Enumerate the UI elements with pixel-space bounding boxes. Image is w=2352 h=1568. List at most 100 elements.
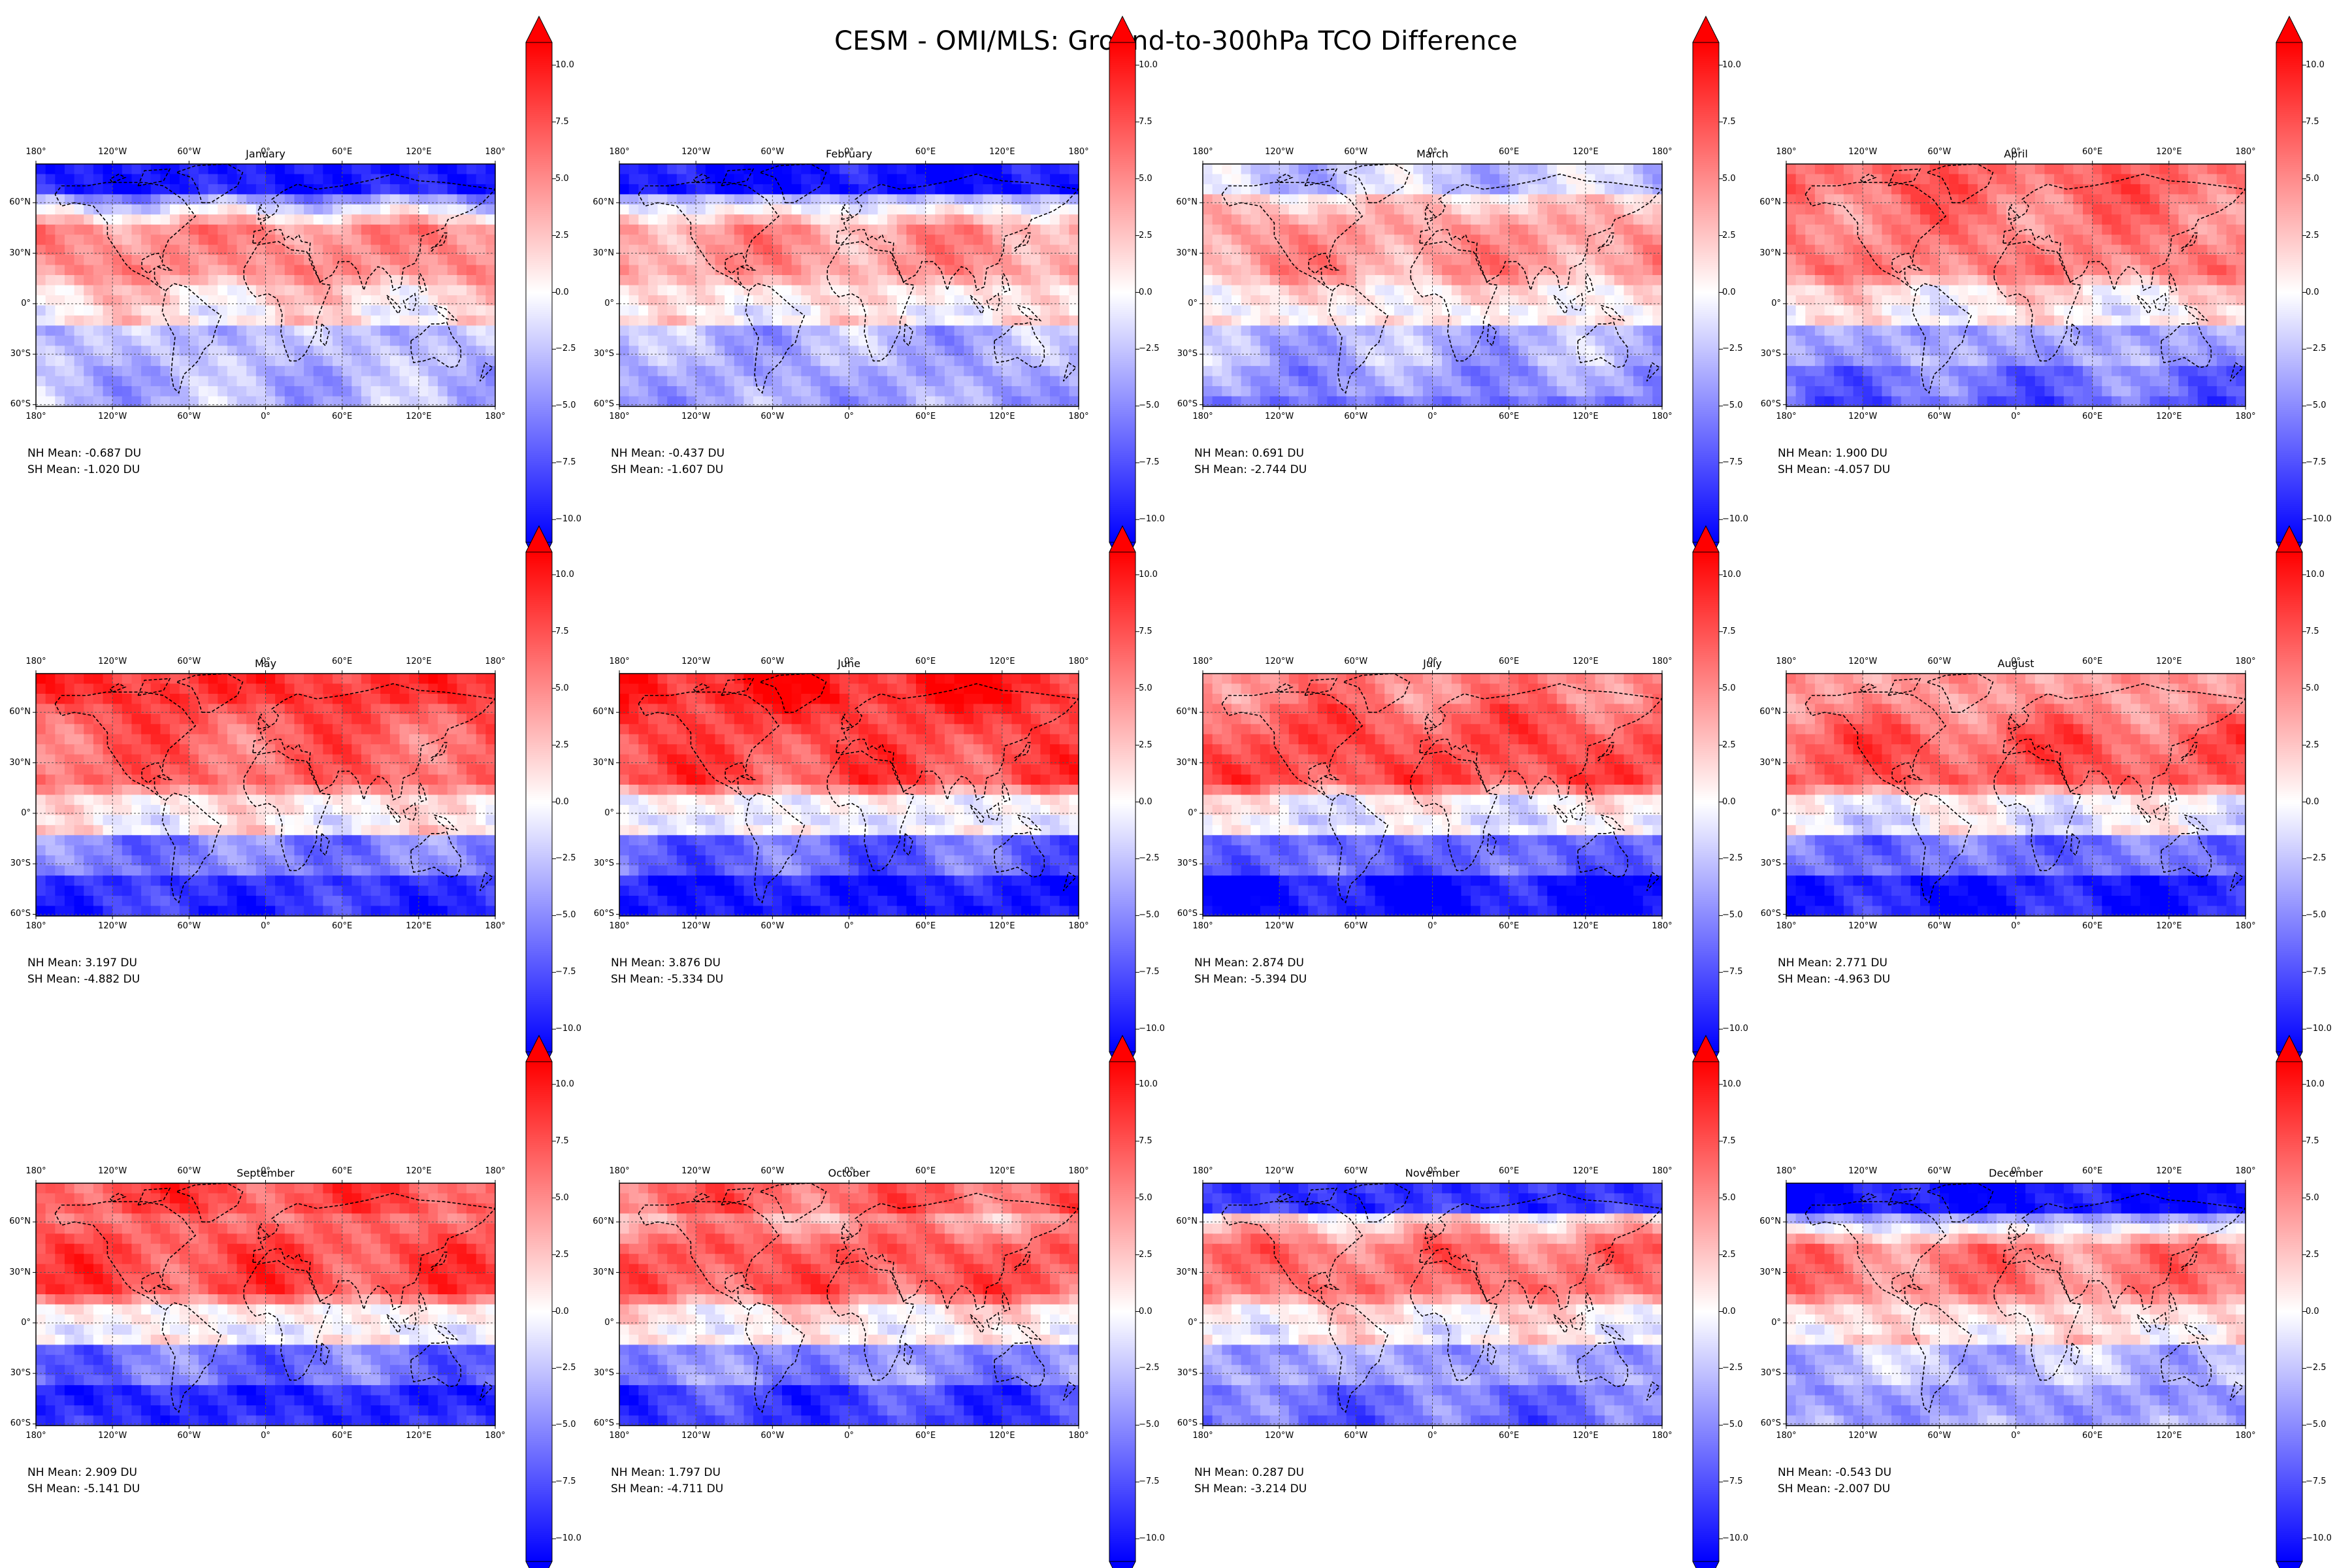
lon-tick-label: 60°W xyxy=(1344,1166,1368,1176)
lon-tick-label: 120°E xyxy=(2156,1166,2182,1176)
lat-tick-label: 60°N xyxy=(593,707,614,717)
lon-tick-label: 120°W xyxy=(681,1431,711,1441)
coastlines xyxy=(638,674,1079,904)
colorbar-tick-label: 10.0 xyxy=(1722,569,1741,580)
graticule xyxy=(619,674,1079,916)
colorbar-tick-label: −7.5 xyxy=(555,1477,576,1487)
colorbar-tick-label: −7.5 xyxy=(555,457,576,468)
lon-tick-label: 180° xyxy=(609,147,630,157)
lon-tick-label: 60°W xyxy=(1927,657,1952,666)
lon-tick-label: 120°W xyxy=(1848,1431,1878,1441)
hemisphere-means: NH Mean: 0.691 DU SH Mean: -2.744 DU xyxy=(1194,446,1307,478)
lon-tick-label: 180° xyxy=(1192,412,1213,421)
sh-mean: SH Mean: -5.394 DU xyxy=(1194,973,1307,986)
difference-field xyxy=(1786,1183,2246,1426)
nh-mean: NH Mean: 1.797 DU xyxy=(611,1466,721,1479)
lon-tick-label: 60°W xyxy=(177,1166,201,1176)
colorbar-tick-label: 7.5 xyxy=(2306,116,2319,127)
lon-tick-label: 180° xyxy=(2235,412,2256,421)
lon-tick-label: 60°W xyxy=(760,147,785,157)
month-title: February xyxy=(826,148,872,160)
lon-tick-label: 60°W xyxy=(1344,147,1368,157)
lon-tick-label: 120°E xyxy=(406,147,432,157)
nh-mean: NH Mean: 3.876 DU xyxy=(611,956,721,970)
lon-tick-label: 180° xyxy=(1652,1431,1673,1441)
lon-tick-label: 180° xyxy=(485,921,506,931)
lon-tick-label: 120°W xyxy=(681,412,711,421)
colorbar-tick-label: −5.0 xyxy=(2306,400,2327,411)
month-title: April xyxy=(2004,148,2028,160)
colorbar-body xyxy=(2276,42,2303,543)
lat-tick-label: 60°N xyxy=(1759,1217,1781,1227)
colorbar-extend-max xyxy=(525,1034,553,1062)
colorbar-tick-label: 0.0 xyxy=(1722,287,1736,297)
colorbar-tick-label: 7.5 xyxy=(1139,116,1152,127)
colorbar-tick-label: −10.0 xyxy=(1722,1533,1748,1544)
colorbar-tick-label: −10.0 xyxy=(2306,1024,2332,1034)
colorbar-tick-label: −5.0 xyxy=(2306,910,2327,921)
lon-tick-label: 180° xyxy=(2235,1166,2256,1176)
colorbar-tick-label: 7.5 xyxy=(1139,1135,1152,1146)
month-panel: February 180° 180° 120°W 120°W 60°W 60°W 0° 0° 60… xyxy=(583,0,1171,570)
lon-tick-label: 120°E xyxy=(1573,147,1599,157)
coastlines xyxy=(54,1183,495,1413)
month-title: October xyxy=(828,1167,870,1179)
lon-tick-label: 0° xyxy=(2011,1166,2021,1176)
colorbar-tick-label: −5.0 xyxy=(555,1420,576,1430)
lon-tick-label: 60°W xyxy=(1927,147,1952,157)
lon-tick-label: 0° xyxy=(1428,921,1437,931)
lon-tick-label: 120°E xyxy=(989,921,1015,931)
lon-tick-label: 0° xyxy=(2011,657,2021,666)
lon-tick-label: 60°W xyxy=(1927,921,1952,931)
colorbar-tick-label: 7.5 xyxy=(1722,1135,1736,1146)
colorbar-tick-label: −7.5 xyxy=(1722,1477,1743,1487)
lat-tick-label: 60°S xyxy=(10,1418,31,1429)
colorbar-tick-label: 5.0 xyxy=(1722,1192,1736,1203)
lat-tick-label: 30°N xyxy=(9,757,31,768)
lon-tick-label: 60°W xyxy=(177,147,201,157)
map-plot xyxy=(616,525,1139,1079)
lon-tick-label: 60°E xyxy=(2082,1431,2103,1441)
lat-tick-label: 60°S xyxy=(593,1418,614,1429)
nh-mean: NH Mean: 2.771 DU xyxy=(1778,956,1887,970)
colorbar-tick-label: 2.5 xyxy=(555,740,569,750)
lon-tick-label: 180° xyxy=(1652,921,1673,931)
colorbar-tick-label: 5.0 xyxy=(555,1192,569,1203)
colorbar-body xyxy=(525,1061,553,1562)
colorbar-tick-label: 10.0 xyxy=(555,569,574,580)
lon-tick-label: 180° xyxy=(1652,412,1673,421)
hemisphere-means: NH Mean: -0.687 DU SH Mean: -1.020 DU xyxy=(27,446,141,478)
lon-tick-label: 120°W xyxy=(681,147,711,157)
lon-tick-label: 120°W xyxy=(1265,1166,1294,1176)
lon-tick-label: 180° xyxy=(1652,1166,1673,1176)
colorbar-extend-max xyxy=(1692,525,1720,553)
colorbar-tick-label: 2.5 xyxy=(2306,1249,2319,1260)
colorbar-tick-label: 0.0 xyxy=(1139,796,1152,807)
lat-tick-label: 0° xyxy=(604,298,614,308)
difference-field xyxy=(1786,674,2246,917)
difference-field xyxy=(619,164,1079,407)
lon-tick-label: 120°E xyxy=(2156,657,2182,666)
lon-tick-label: 180° xyxy=(1068,147,1089,157)
coastlines xyxy=(1805,1183,2246,1413)
lon-tick-label: 120°W xyxy=(1848,1166,1878,1176)
sh-mean: SH Mean: -4.057 DU xyxy=(1778,463,1891,476)
lon-tick-label: 0° xyxy=(261,1166,270,1176)
lon-tick-label: 60°W xyxy=(1344,1431,1368,1441)
colorbar-extend-min xyxy=(1692,1561,1720,1568)
colorbar-tick-label: 5.0 xyxy=(1139,683,1152,693)
month-panel: July 180° 180° 120°W 120°W 60°W 60°W 0° 0° 60°E 60… xyxy=(1167,510,1755,1079)
colorbar-tick-label: 7.5 xyxy=(2306,626,2319,636)
lon-tick-label: 180° xyxy=(1192,1166,1213,1176)
colorbar-tick-label: 5.0 xyxy=(1722,173,1736,184)
lat-tick-label: 0° xyxy=(604,808,614,818)
colorbar-tick-label: −10.0 xyxy=(1139,1533,1165,1544)
lon-tick-label: 0° xyxy=(1428,1166,1437,1176)
colorbar-extend-max xyxy=(1692,15,1720,43)
colorbar-tick-label: −7.5 xyxy=(555,967,576,977)
lon-tick-label: 60°W xyxy=(1344,657,1368,666)
colorbar-tick-label: 2.5 xyxy=(2306,230,2319,240)
map-plot xyxy=(1783,15,2306,570)
lon-tick-label: 180° xyxy=(485,657,506,666)
lat-tick-label: 60°S xyxy=(1760,909,1781,919)
